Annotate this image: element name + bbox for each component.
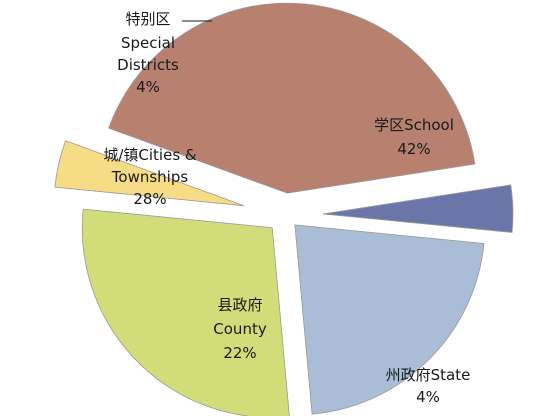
slice-label-special-1: Special [121,34,175,52]
slice-label-state: 州政府State [386,366,471,384]
slice-value-county: 22% [223,344,256,362]
slice-label-county-en: County [213,320,267,338]
slice-value-state: 4% [416,388,440,406]
pie-slices [54,2,514,416]
pie-slice-3 [294,224,485,415]
slice-label-special-2: Districts [117,56,179,74]
slice-value-cities: 28% [133,190,166,208]
slice-label-cities-2: Townships [111,168,189,186]
slice-label-county-cn: 县政府 [217,296,262,314]
slice-label-cities-1: 城/镇Cities & [103,146,197,164]
pie-slice-5 [54,140,245,207]
slice-value-special: 4% [136,78,160,96]
pie-slice-2 [322,184,514,233]
pie-slice-4 [81,208,290,416]
pie-slice-1 [108,2,476,194]
slice-value-school: 42% [397,140,430,158]
slice-label-school: 学区School [374,116,454,134]
slice-label-special-cn: 特别区 [125,10,170,28]
